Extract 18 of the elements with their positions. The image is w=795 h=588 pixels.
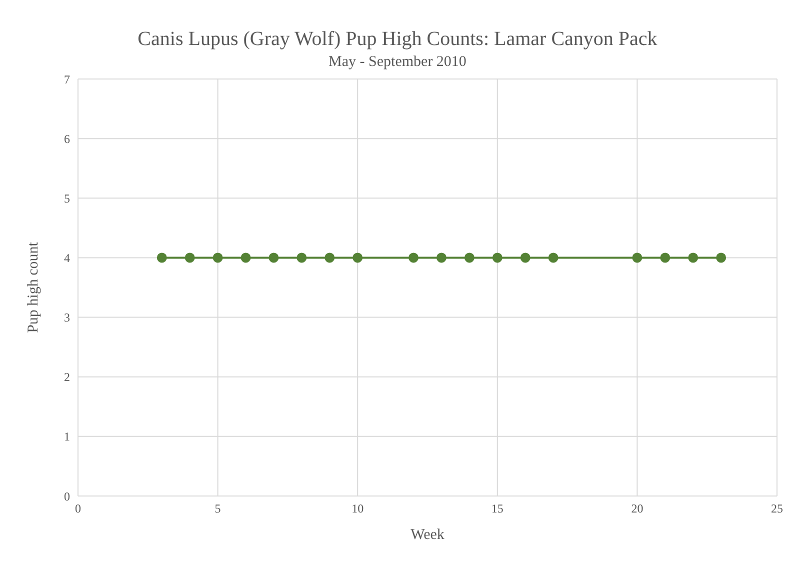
y-tick-label: 3 — [64, 310, 70, 325]
x-tick-label: 25 — [771, 502, 783, 516]
y-tick-label: 1 — [64, 430, 70, 444]
y-tick-label: 2 — [64, 370, 70, 384]
x-tick-label: 15 — [491, 502, 504, 516]
x-tick-label: 20 — [631, 502, 644, 516]
x-tick-label: 0 — [75, 502, 81, 516]
x-tick-label: 5 — [214, 502, 221, 516]
y-axis-title: Pup high count — [25, 241, 42, 333]
y-tick-label: 7 — [64, 72, 70, 86]
y-tick-label: 6 — [64, 132, 70, 146]
chart-title: Canis Lupus (Gray Wolf) Pup High Counts: Lamar Canyon Pack — [138, 27, 658, 52]
y-tick-label: 4 — [64, 250, 70, 265]
x-tick-label: 10 — [352, 502, 364, 516]
chart-subtitle: May - September 2010 — [328, 54, 468, 71]
y-tick-label: 5 — [64, 191, 70, 206]
x-axis-title: Week — [410, 527, 445, 543]
y-tick-label: 0 — [64, 489, 70, 504]
